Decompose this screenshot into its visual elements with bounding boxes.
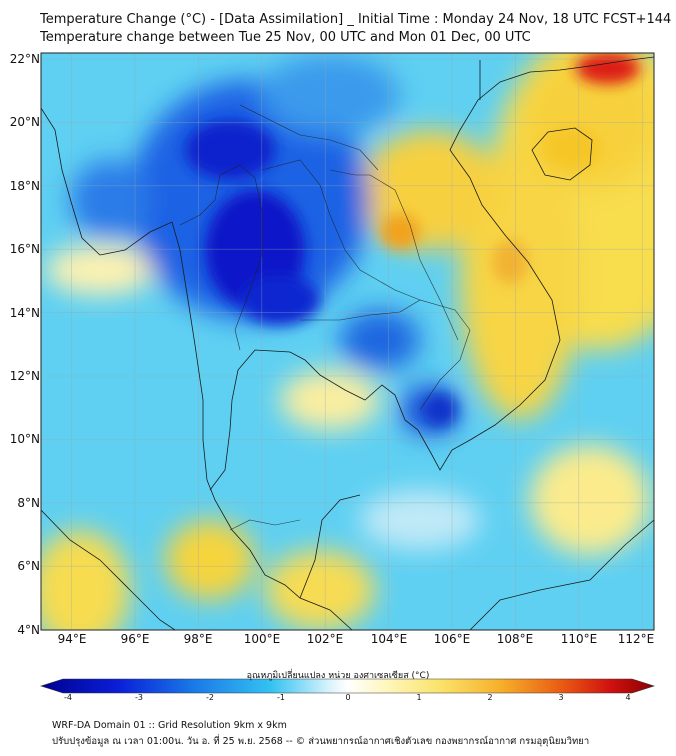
colorbar-tick: -4 bbox=[64, 693, 72, 702]
colorbar-tick: -3 bbox=[135, 693, 143, 702]
lon-label: 98°E bbox=[183, 632, 213, 646]
border-thailand-laos bbox=[261, 159, 421, 301]
lat-label: 18°N bbox=[9, 179, 40, 193]
colorbar-tick: -1 bbox=[277, 693, 285, 702]
colorbar-tick: 1 bbox=[416, 693, 422, 702]
country-borders bbox=[179, 104, 471, 531]
coastline-borneo bbox=[469, 519, 654, 630]
coastlines bbox=[41, 56, 654, 630]
lon-label: 96°E bbox=[120, 632, 150, 646]
lat-label: 20°N bbox=[9, 115, 40, 129]
colorbar-tick: -2 bbox=[206, 693, 214, 702]
coastline-hainan-island bbox=[531, 127, 593, 181]
border-north bbox=[239, 104, 379, 171]
lat-label: 10°N bbox=[9, 432, 40, 446]
map-title: Temperature Change (°C) - [Data Assimila… bbox=[40, 12, 672, 27]
lat-label: 12°N bbox=[9, 369, 40, 383]
lon-label: 102°E bbox=[306, 632, 344, 646]
lon-label: 94°E bbox=[57, 632, 87, 646]
colorbar-tick: 4 bbox=[625, 693, 631, 702]
border-thailand-cambodia bbox=[300, 299, 471, 411]
colorbar-tick: 3 bbox=[558, 693, 564, 702]
coastline-myanmar-thai-west bbox=[41, 107, 353, 630]
border-malaysia-thailand bbox=[229, 519, 301, 531]
map-frame bbox=[40, 52, 655, 631]
coastline-vietnam bbox=[449, 56, 654, 441]
footer-model-info: WRF-DA Domain 01 :: Grid Resolution 9km … bbox=[52, 720, 287, 731]
colorbar-title: อุณหภูมิเปลี่ยนแปลง หน่วย องศาเซลเซียส (… bbox=[246, 671, 430, 681]
border-laos-vietnam bbox=[329, 169, 459, 341]
colorbar-tick: 2 bbox=[487, 693, 493, 702]
map-subtitle: Temperature change between Tue 25 Nov, 0… bbox=[40, 30, 531, 45]
lon-label: 108°E bbox=[496, 632, 534, 646]
coastline-gulf-of-thailand bbox=[209, 349, 471, 491]
lat-label: 6°N bbox=[17, 559, 40, 573]
colorbar-ramp bbox=[40, 678, 655, 694]
lon-label: 100°E bbox=[243, 632, 281, 646]
lat-label: 8°N bbox=[17, 496, 40, 510]
lat-label: 4°N bbox=[17, 623, 40, 637]
lon-label: 106°E bbox=[433, 632, 471, 646]
lat-label: 16°N bbox=[9, 242, 40, 256]
lat-label: 22°N bbox=[9, 52, 40, 66]
colorbar-tick: 0 bbox=[345, 693, 351, 702]
graticule bbox=[41, 53, 654, 630]
coastline-malay-peninsula-east bbox=[299, 494, 361, 599]
lon-label: 112°E bbox=[617, 632, 655, 646]
lon-label: 104°E bbox=[370, 632, 408, 646]
lat-label: 14°N bbox=[9, 306, 40, 320]
footer-credit: ปรับปรุงข้อมูล ณ เวลา 01:00น. วัน อ. ที่… bbox=[52, 736, 590, 747]
colorbar bbox=[40, 678, 655, 694]
temperature-field bbox=[41, 53, 654, 630]
coastline-sumatra bbox=[41, 509, 176, 630]
lon-label: 110°E bbox=[560, 632, 598, 646]
border-myanmar-thailand bbox=[179, 164, 263, 351]
